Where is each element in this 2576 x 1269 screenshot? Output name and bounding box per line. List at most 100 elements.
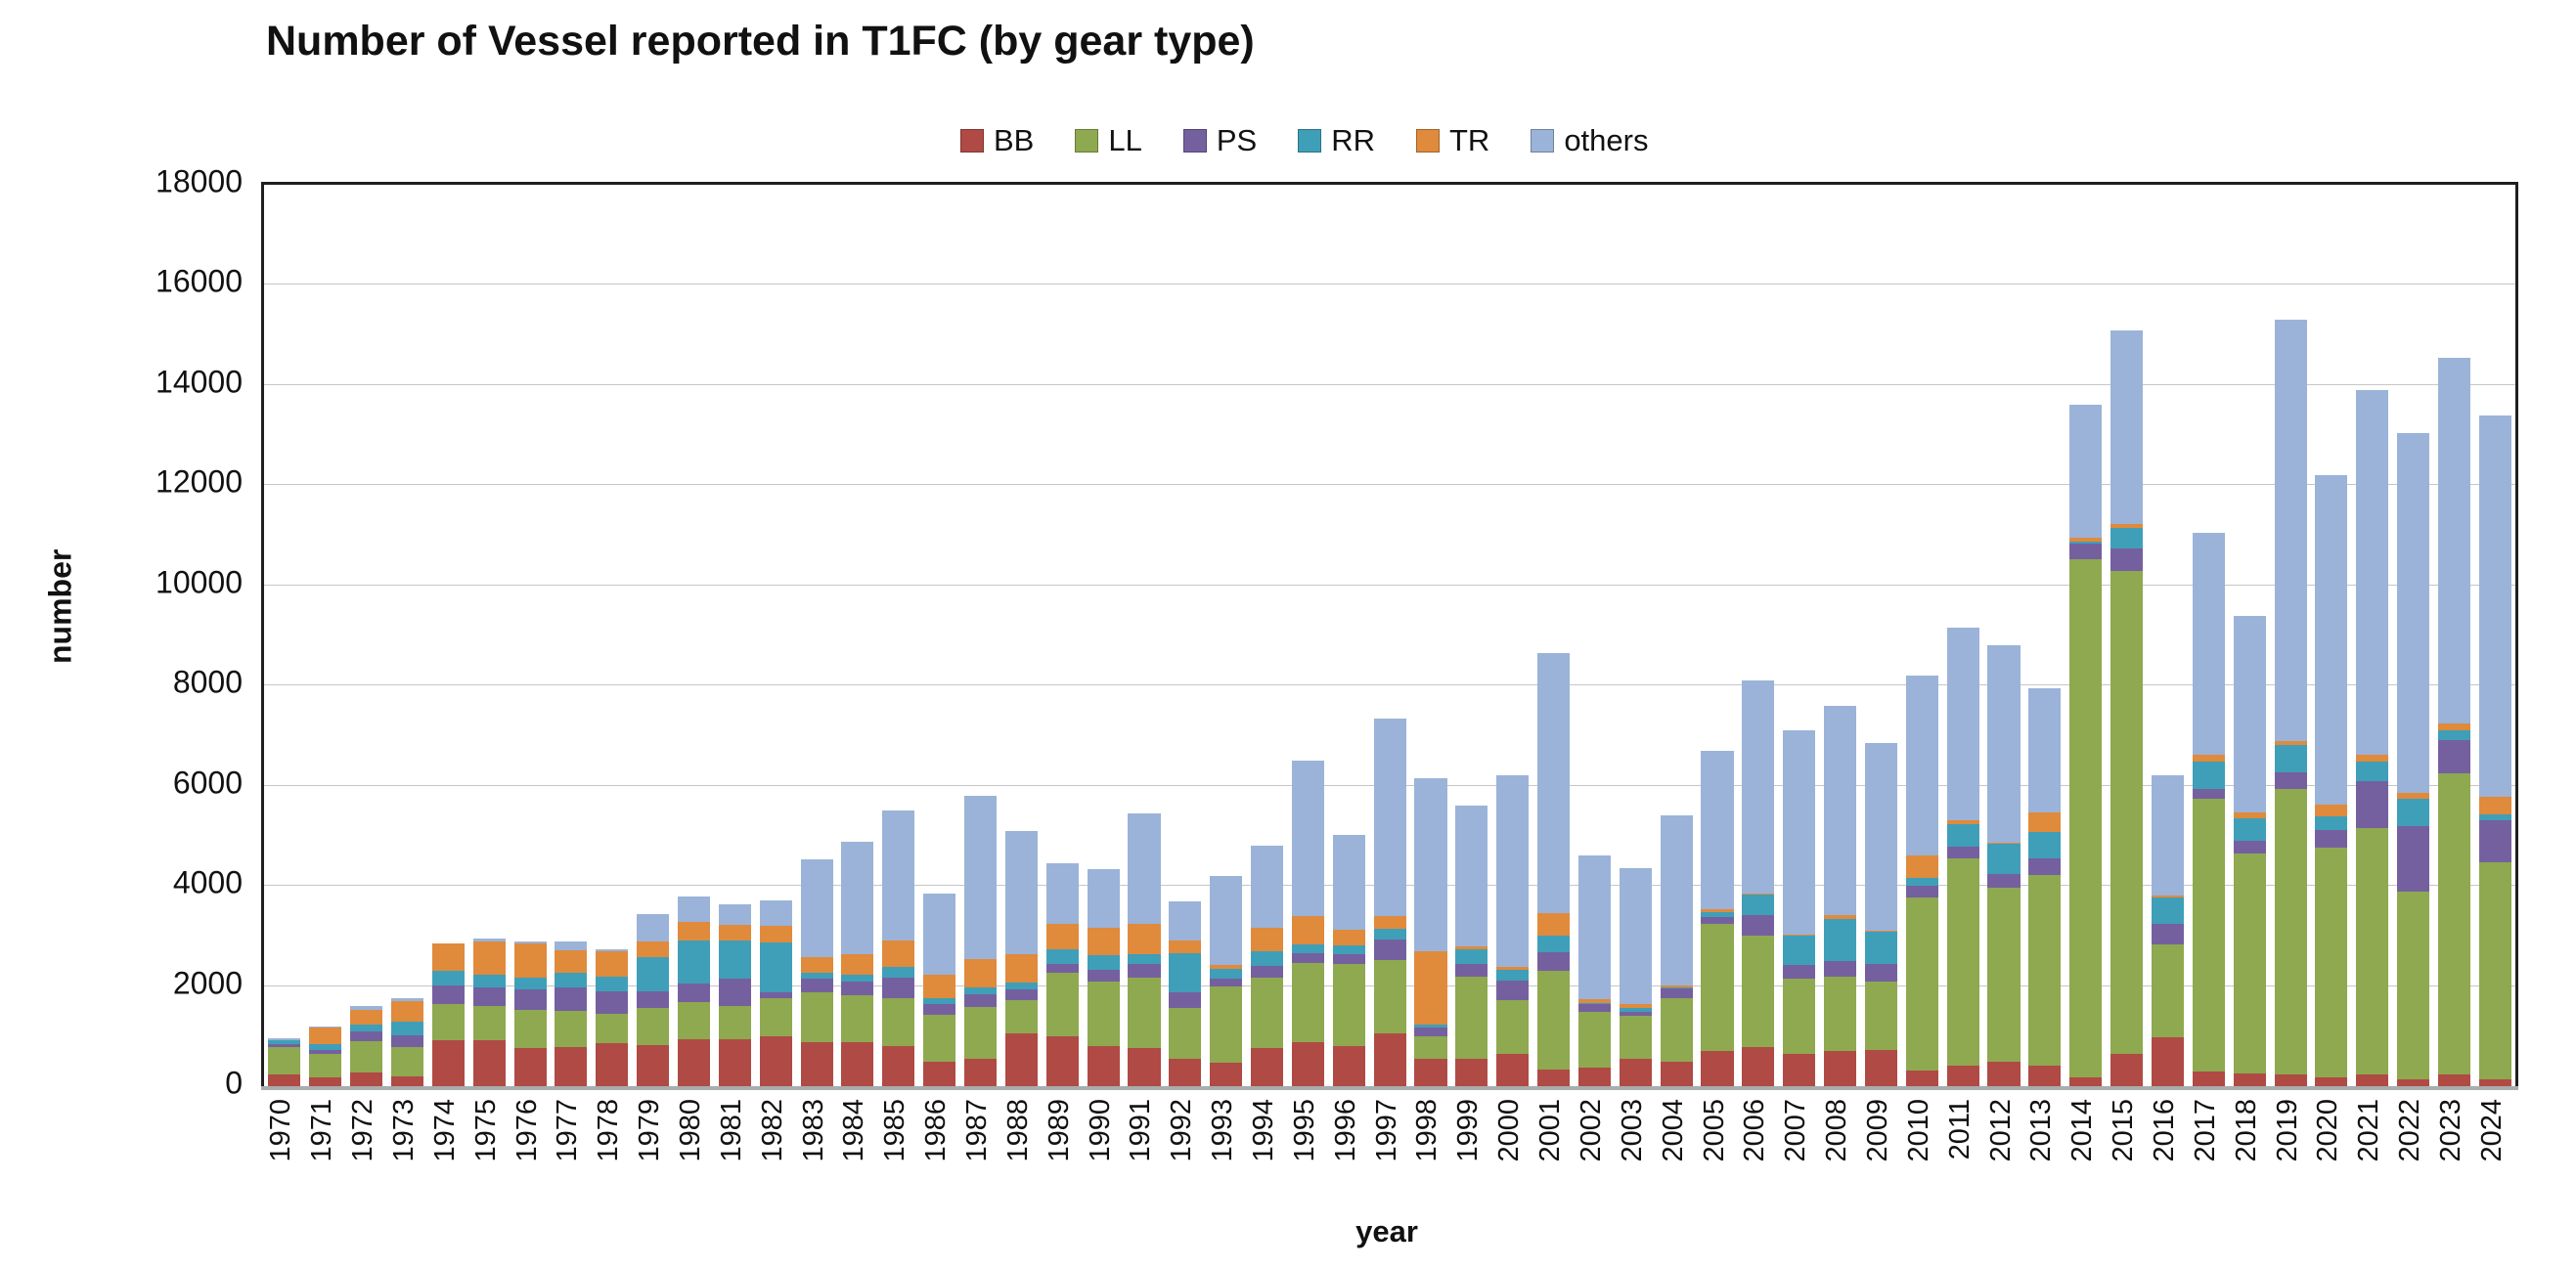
legend-item-RR: RR <box>1298 123 1375 158</box>
bar-column-2024 <box>2474 185 2515 1086</box>
legend-item-LL: LL <box>1075 123 1142 158</box>
bar-segment-TR <box>1373 916 1406 930</box>
bar-segment-RR <box>2274 745 2307 773</box>
bar-segment-others <box>2478 415 2511 797</box>
stacked-bar-2023 <box>2437 185 2470 1086</box>
bar-segment-BB <box>2151 1037 2184 1086</box>
bar-segment-PS <box>1824 960 1857 978</box>
bar-segment-RR <box>431 971 465 986</box>
bar-column-1995 <box>1287 185 1328 1086</box>
bar-segment-PS <box>1987 873 2021 889</box>
x-tick-label-2002: 2002 <box>1575 1099 1607 1162</box>
bar-segment-BB <box>1577 1067 1611 1086</box>
bar-segment-BB <box>1987 1061 2021 1086</box>
bar-segment-PS <box>1905 885 1938 897</box>
stacked-bar-1993 <box>1210 185 1243 1086</box>
bar-segment-others <box>1864 743 1897 931</box>
bar-segment-BB <box>1332 1045 1365 1086</box>
bar-segment-LL <box>268 1046 301 1074</box>
bar-segment-LL <box>1905 897 1938 1071</box>
bar-segment-BB <box>350 1072 383 1086</box>
x-tick-cell-2024: 2024 <box>2471 1099 2512 1202</box>
bar-segment-BB <box>1496 1053 1530 1086</box>
x-tick-label-1984: 1984 <box>838 1099 870 1162</box>
stacked-bar-2003 <box>1619 185 1652 1086</box>
bar-segment-LL <box>1537 971 1571 1070</box>
x-tick-cell-1983: 1983 <box>793 1099 834 1202</box>
bar-column-1992 <box>1165 185 1206 1086</box>
bar-segment-TR <box>2478 796 2511 814</box>
bar-segment-LL <box>1169 1008 1202 1059</box>
bar-segment-TR <box>637 941 670 958</box>
bar-segment-RR <box>1660 986 1693 989</box>
bar-column-1974 <box>427 185 468 1086</box>
bar-column-1999 <box>1451 185 1492 1086</box>
x-tick-cell-2004: 2004 <box>1653 1099 1694 1202</box>
bar-segment-others <box>2233 615 2266 812</box>
bar-segment-LL <box>1332 964 1365 1046</box>
bar-segment-BB <box>1373 1033 1406 1086</box>
bar-segment-LL <box>2356 828 2389 1075</box>
bar-segment-others <box>1537 652 1571 914</box>
stacked-bar-2016 <box>2151 185 2184 1086</box>
bar-segment-BB <box>2110 1053 2144 1086</box>
bar-segment-others <box>637 914 670 941</box>
x-tick-cell-1977: 1977 <box>548 1099 589 1202</box>
y-tick-label-4000: 4000 <box>172 864 243 900</box>
stacked-bar-1985 <box>882 185 915 1086</box>
bar-segment-others <box>1783 730 1816 935</box>
bar-segment-PS <box>1291 952 1324 964</box>
bar-segment-TR <box>2069 537 2103 543</box>
bar-segment-BB <box>1946 1065 1979 1086</box>
legend-item-PS: PS <box>1182 123 1257 158</box>
bar-segment-RR <box>1045 949 1079 965</box>
bar-segment-PS <box>1660 988 1693 999</box>
bar-segment-TR <box>1946 819 1979 825</box>
bar-column-1972 <box>346 185 387 1086</box>
bar-segment-TR <box>1660 985 1693 987</box>
x-tick-label-2018: 2018 <box>2230 1099 2262 1162</box>
bar-segment-LL <box>1864 982 1897 1050</box>
x-tick-label-2024: 2024 <box>2475 1099 2508 1162</box>
bar-segment-others <box>1128 813 1161 925</box>
bar-segment-PS <box>923 1004 956 1015</box>
x-tick-label-1982: 1982 <box>756 1099 788 1162</box>
bar-column-2015 <box>2107 185 2148 1086</box>
bar-column-2014 <box>2065 185 2107 1086</box>
bar-segment-LL <box>718 1005 751 1040</box>
bar-segment-TR <box>2397 793 2430 800</box>
y-tick-label-12000: 12000 <box>155 463 243 500</box>
bar-segment-TR <box>882 941 915 968</box>
bar-column-2002 <box>1575 185 1616 1086</box>
bar-segment-LL <box>2437 772 2470 1075</box>
bar-segment-others <box>350 1005 383 1011</box>
bar-segment-LL <box>2478 861 2511 1079</box>
bar-segment-PS <box>472 986 506 1006</box>
stacked-bar-1992 <box>1169 185 1202 1086</box>
stacked-bar-1970 <box>268 185 301 1086</box>
bar-segment-BB <box>1824 1051 1857 1086</box>
bar-segment-RR <box>1864 931 1897 965</box>
bar-segment-others <box>2028 687 2062 813</box>
bar-segment-LL <box>1128 977 1161 1048</box>
bar-segment-others <box>2274 320 2307 742</box>
x-tick-cell-2016: 2016 <box>2145 1099 2186 1202</box>
bar-segment-RR <box>1373 929 1406 941</box>
bar-segment-LL <box>555 1011 588 1048</box>
stacked-bar-2018 <box>2233 185 2266 1086</box>
bar-column-1991 <box>1124 185 1165 1086</box>
bar-segment-PS <box>1864 964 1897 983</box>
bar-segment-others <box>759 900 792 927</box>
x-tick-label-2010: 2010 <box>1902 1099 1934 1162</box>
bar-segment-RR <box>1783 935 1816 966</box>
x-axis-title: year <box>1355 1214 1418 1248</box>
bar-segment-LL <box>1004 999 1038 1034</box>
x-tick-label-1990: 1990 <box>1084 1099 1116 1162</box>
x-tick-label-2022: 2022 <box>2394 1099 2426 1162</box>
bar-segment-BB <box>513 1048 547 1086</box>
x-tick-cell-1994: 1994 <box>1244 1099 1285 1202</box>
bar-column-2020 <box>2311 185 2352 1086</box>
bar-segment-LL <box>2315 848 2348 1077</box>
y-tick-label-8000: 8000 <box>172 664 243 700</box>
bar-segment-RR <box>350 1024 383 1031</box>
